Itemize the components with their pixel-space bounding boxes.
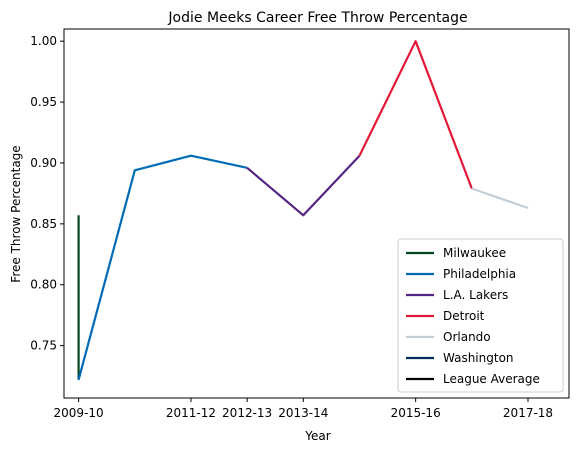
series-line-orlando: [471, 187, 529, 210]
x-axis-label: Year: [304, 429, 330, 443]
y-tick-label: 0.90: [30, 156, 57, 170]
legend-label: Philadelphia: [443, 267, 516, 281]
y-axis: 0.75 0.80 0.85 0.90 0.95 1.00: [30, 34, 64, 353]
series-line-l-a-lakers: [246, 154, 361, 217]
legend-label: League Average: [443, 372, 540, 386]
legend-box: [397, 238, 564, 393]
x-axis: 2009-10 2011-12 2012-13 2013-14 2015-16 2017-…: [54, 398, 553, 420]
legend-label: Washington: [443, 351, 514, 365]
legend-label: Milwaukee: [443, 246, 506, 260]
y-tick-label: 1.00: [30, 34, 57, 48]
y-tick-label: 0.75: [30, 339, 57, 353]
x-tick-label: 2015-16: [391, 406, 441, 420]
x-tick-label: 2011-12: [166, 406, 216, 420]
legend-label: L.A. Lakers: [443, 288, 508, 302]
y-tick-label: 0.80: [30, 278, 57, 292]
series-lines: [77, 40, 529, 380]
legend-label: Detroit: [443, 309, 485, 323]
x-tick-label: 2013-14: [278, 406, 328, 420]
y-tick-label: 0.85: [30, 217, 57, 231]
series-line-philadelphia: [77, 154, 248, 380]
y-tick-label: 0.95: [30, 95, 57, 109]
series-line-detroit: [358, 40, 473, 189]
x-tick-label: 2012-13: [222, 406, 272, 420]
y-axis-label: Free Throw Percentage: [9, 145, 23, 282]
legend: Milwaukee Philadelphia L.A. Lakers Detroit O…: [397, 238, 564, 393]
x-tick-label: 2017-18: [503, 406, 553, 420]
plot-frame: [63, 28, 570, 399]
legend-label: Orlando: [443, 330, 491, 344]
x-tick-label: 2009-10: [54, 406, 104, 420]
chart-title: Jodie Meeks Career Free Throw Percentage: [167, 10, 467, 26]
